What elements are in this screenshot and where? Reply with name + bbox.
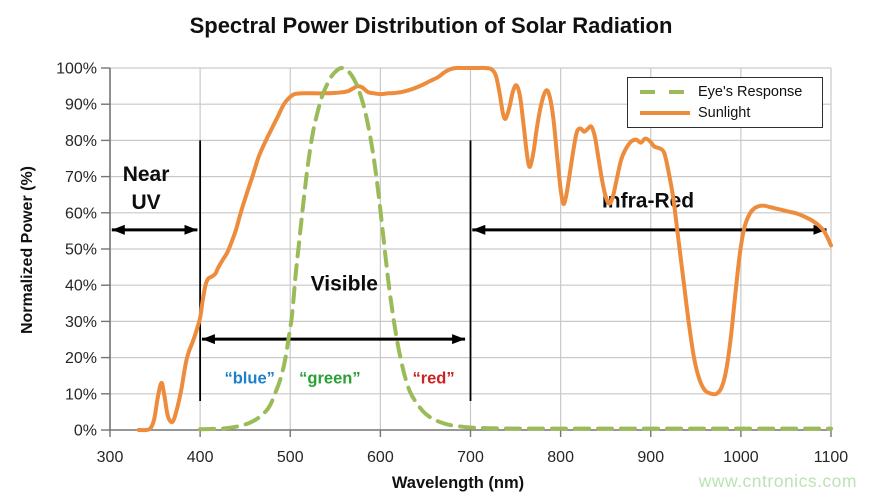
x-tick-label: 300 (97, 449, 124, 466)
y-tick-label: 90% (65, 97, 97, 114)
legend-item-sunlight: Sunlight (628, 105, 822, 121)
x-tick-label: 900 (637, 449, 664, 466)
x-axis-title: Wavelength (nm) (391, 474, 525, 492)
x-tick-label: 1100 (814, 449, 849, 466)
y-tick-label: 60% (65, 205, 97, 222)
legend: Eye's Response Sunlight (627, 77, 823, 128)
y-tick-label: 100% (56, 61, 97, 78)
y-tick-label: 50% (65, 242, 97, 259)
watermark: www.cntronics.com (698, 471, 857, 491)
y-tick-label: 10% (65, 386, 97, 403)
x-tick-label: 700 (457, 449, 484, 466)
curve-sunlight (136, 65, 833, 433)
y-tick-label: 0% (74, 423, 97, 440)
legend-label: Eye's Response (698, 83, 803, 100)
y-tick-label: 80% (65, 133, 97, 150)
y-tick-label: 20% (65, 350, 97, 367)
x-tick-label: 800 (547, 449, 574, 466)
x-tick-label: 400 (187, 449, 214, 466)
color-label: “blue” (224, 370, 274, 388)
color-label: “red” (412, 370, 454, 388)
near-uv-label: Near UV (123, 163, 170, 214)
x-tick-label: 500 (277, 449, 304, 466)
x-tick-label: 1000 (723, 449, 759, 466)
x-tick-label: 600 (367, 449, 394, 466)
legend-label: Sunlight (698, 105, 751, 122)
y-tick-label: 30% (65, 314, 97, 331)
y-tick-label: 40% (65, 278, 97, 295)
y-tick-label: 70% (65, 169, 97, 186)
visible-label: Visible (311, 273, 378, 296)
chart-title: Spectral Power Distribution of Solar Rad… (189, 13, 673, 38)
dashed-line-icon (640, 89, 690, 94)
curve-eye-s-response (198, 66, 833, 432)
color-label: “green” (299, 370, 360, 388)
solid-line-icon (640, 111, 690, 116)
legend-item-eye-response: Eye's Response (628, 84, 822, 100)
